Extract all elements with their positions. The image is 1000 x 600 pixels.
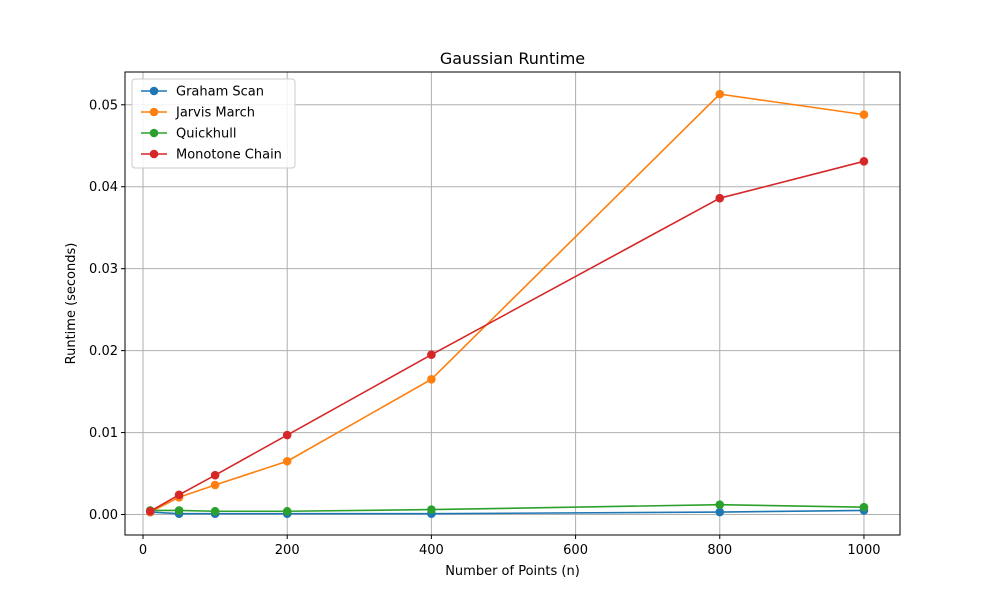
legend-marker — [149, 86, 159, 96]
data-point — [282, 456, 292, 466]
x-tick-label: 400 — [419, 543, 444, 558]
data-point — [174, 490, 184, 500]
data-point — [715, 193, 725, 203]
legend-entry: Jarvis March — [141, 106, 255, 121]
legend-box — [131, 78, 296, 169]
legend-entry: Monotone Chain — [141, 148, 282, 163]
legend-label: Jarvis March — [175, 106, 255, 121]
x-tick-label: 200 — [275, 543, 300, 558]
data-point — [210, 470, 220, 480]
y-tick-label: 0.02 — [89, 344, 118, 359]
x-axis-label: Number of Points (n) — [445, 564, 580, 579]
chart-title: Gaussian Runtime — [440, 49, 585, 68]
data-point — [174, 506, 184, 515]
series-layer — [145, 89, 869, 518]
data-point — [715, 500, 725, 509]
y-axis-label: Runtime (seconds) — [64, 243, 79, 365]
data-point — [282, 506, 292, 516]
grid-lines — [125, 72, 900, 535]
series-monotone-chain — [145, 157, 869, 516]
data-point — [427, 505, 436, 514]
data-point — [715, 507, 725, 517]
data-point — [145, 506, 155, 516]
y-tick-label: 0.00 — [89, 508, 118, 523]
plot-frame — [124, 71, 901, 536]
x-tick-label: 0 — [139, 543, 147, 558]
y-tick-label: 0.03 — [89, 262, 118, 277]
data-point — [210, 506, 220, 516]
legend: Graham Scan Jarvis March Quickhull Monotone… — [131, 78, 296, 169]
legend-marker — [149, 149, 159, 159]
series-quickhull — [145, 500, 869, 516]
axis-ticks: 0 200 400 600 800 1000 0.00 0.01 0.02 0.03 0.04 0.0… — [89, 98, 880, 558]
data-point — [859, 157, 869, 166]
x-tick-label: 800 — [707, 543, 732, 558]
y-tick-label: 0.01 — [89, 426, 118, 441]
data-point — [210, 480, 220, 490]
legend-entry: Quickhull — [141, 127, 236, 142]
data-point — [715, 89, 725, 99]
y-tick-label: 0.04 — [89, 180, 118, 195]
data-point — [859, 502, 869, 512]
legend-entry: Graham Scan — [141, 85, 264, 100]
x-tick-label: 1000 — [847, 543, 880, 558]
y-tick-label: 0.05 — [89, 98, 118, 113]
legend-label: Graham Scan — [176, 85, 264, 100]
legend-marker — [149, 107, 159, 117]
data-point — [427, 375, 436, 384]
x-tick-label: 600 — [563, 543, 588, 558]
data-point — [282, 430, 292, 440]
legend-label: Monotone Chain — [176, 148, 282, 163]
data-point — [859, 110, 869, 119]
legend-marker — [149, 128, 159, 138]
data-point — [427, 350, 436, 360]
legend-label: Quickhull — [176, 127, 236, 142]
